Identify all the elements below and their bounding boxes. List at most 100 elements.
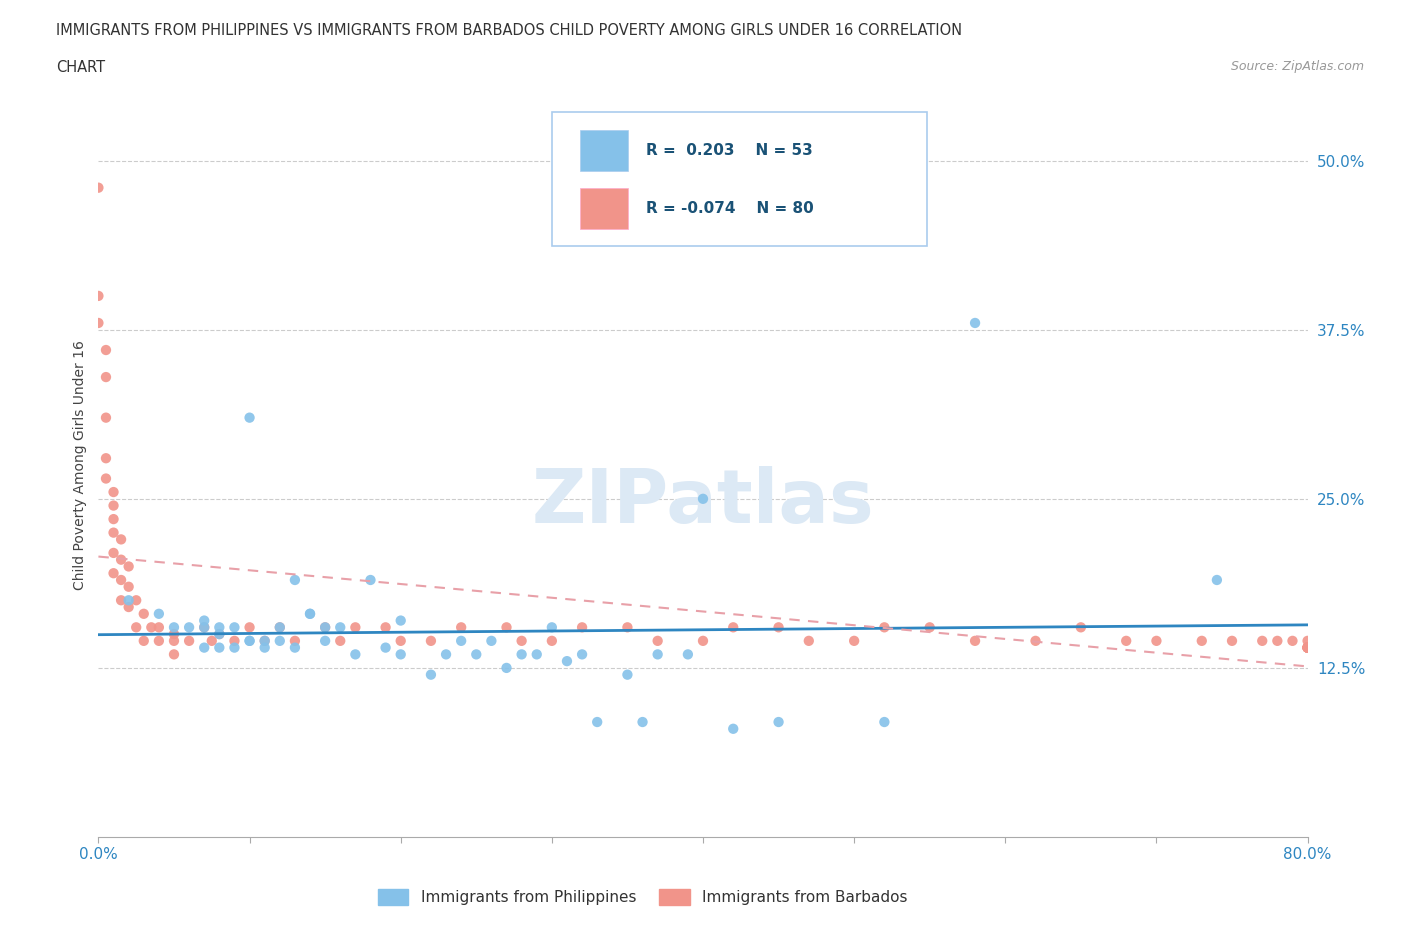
Point: [314, 620, 336, 635]
Point: [1144, 633, 1167, 648]
Point: [389, 613, 412, 628]
Point: [510, 647, 533, 662]
Point: [253, 640, 276, 655]
Point: [616, 667, 638, 682]
Point: [631, 714, 654, 729]
Point: [148, 606, 170, 621]
Point: [110, 552, 132, 567]
Point: [269, 633, 291, 648]
Point: [94, 369, 117, 384]
Point: [965, 633, 987, 648]
Point: [540, 633, 562, 648]
Text: CHART: CHART: [56, 60, 105, 75]
Point: [450, 620, 472, 635]
Point: [1296, 640, 1319, 655]
Point: [419, 633, 441, 648]
Point: [239, 620, 262, 635]
Point: [344, 647, 367, 662]
Text: IMMIGRANTS FROM PHILIPPINES VS IMMIGRANTS FROM BARBADOS CHILD POVERTY AMONG GIRL: IMMIGRANTS FROM PHILIPPINES VS IMMIGRANT…: [56, 23, 962, 38]
Point: [132, 606, 155, 621]
Point: [389, 633, 412, 648]
Point: [918, 620, 941, 635]
Point: [284, 633, 307, 648]
Point: [103, 565, 125, 580]
Point: [193, 620, 215, 635]
Point: [314, 633, 336, 648]
Point: [647, 633, 669, 648]
Point: [374, 620, 396, 635]
Point: [1296, 640, 1319, 655]
Point: [94, 342, 117, 357]
FancyBboxPatch shape: [551, 112, 927, 246]
Point: [208, 640, 231, 655]
Point: [177, 633, 201, 648]
Point: [224, 620, 246, 635]
Point: [148, 620, 170, 635]
Point: [768, 714, 790, 729]
Point: [118, 592, 141, 607]
Point: [1296, 640, 1319, 655]
Point: [360, 573, 382, 588]
Point: [1296, 640, 1319, 655]
Point: [510, 633, 533, 648]
Point: [844, 633, 866, 648]
Point: [284, 640, 307, 655]
Point: [193, 613, 215, 628]
Point: [163, 647, 186, 662]
Point: [344, 620, 367, 635]
Point: [329, 633, 352, 648]
Point: [269, 620, 291, 635]
Point: [571, 620, 593, 635]
Point: [163, 633, 186, 648]
Point: [419, 667, 441, 682]
Point: [103, 546, 125, 561]
Point: [201, 633, 224, 648]
Point: [125, 592, 148, 607]
Point: [110, 532, 132, 547]
Point: [299, 606, 322, 621]
Y-axis label: Child Poverty Among Girls Under 16: Child Poverty Among Girls Under 16: [73, 340, 87, 590]
Point: [1281, 633, 1303, 648]
Point: [1296, 640, 1319, 655]
Point: [1206, 573, 1229, 588]
Point: [239, 410, 262, 425]
Point: [224, 640, 246, 655]
Point: [193, 640, 215, 655]
Text: R = -0.074    N = 80: R = -0.074 N = 80: [647, 201, 814, 216]
Point: [495, 620, 517, 635]
Point: [239, 633, 262, 648]
Point: [193, 620, 215, 635]
Point: [103, 498, 125, 513]
Point: [103, 485, 125, 499]
Point: [94, 410, 117, 425]
Point: [132, 633, 155, 648]
Point: [269, 620, 291, 635]
Point: [1251, 633, 1274, 648]
Text: R =  0.203    N = 53: R = 0.203 N = 53: [647, 143, 813, 158]
Point: [103, 512, 125, 526]
Point: [692, 633, 714, 648]
Point: [87, 288, 110, 303]
Point: [555, 654, 578, 669]
Point: [329, 620, 352, 635]
Point: [873, 620, 896, 635]
Point: [163, 627, 186, 642]
Point: [465, 647, 488, 662]
Point: [1220, 633, 1243, 648]
Point: [148, 633, 170, 648]
Point: [239, 633, 262, 648]
Point: [692, 491, 714, 506]
Point: [224, 633, 246, 648]
Point: [647, 647, 669, 662]
Point: [253, 633, 276, 648]
Point: [721, 620, 744, 635]
Point: [208, 620, 231, 635]
Point: [540, 620, 562, 635]
Point: [526, 647, 548, 662]
FancyBboxPatch shape: [579, 130, 628, 171]
Point: [1024, 633, 1046, 648]
Point: [1296, 640, 1319, 655]
Text: ZIPatlas: ZIPatlas: [531, 466, 875, 538]
Point: [721, 722, 744, 737]
Point: [208, 627, 231, 642]
